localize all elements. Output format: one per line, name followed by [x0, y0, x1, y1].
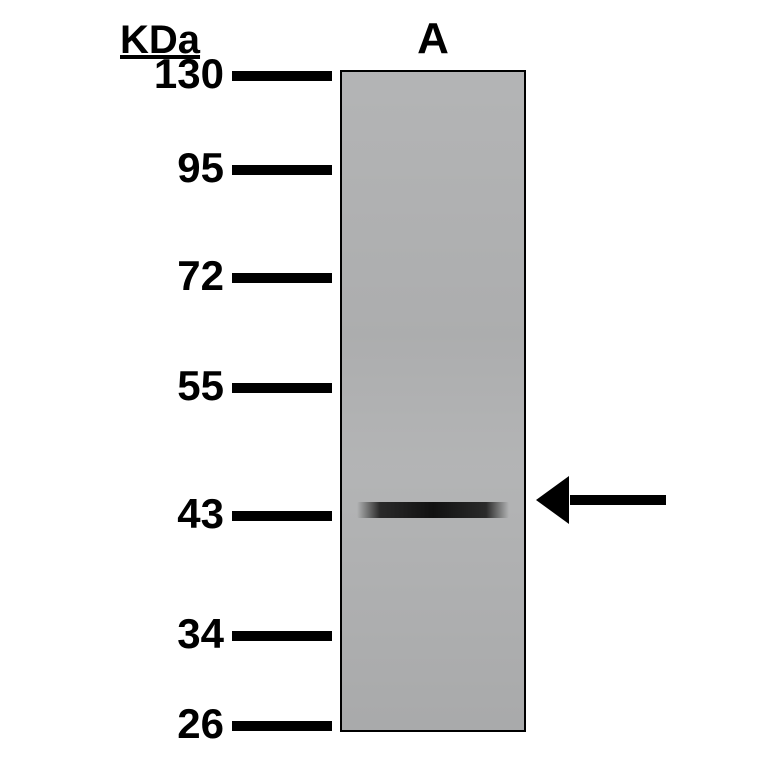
mw-tick — [232, 71, 332, 81]
mw-label: 34 — [104, 610, 224, 658]
mw-label: 95 — [104, 144, 224, 192]
mw-tick — [232, 721, 332, 731]
mw-tick — [232, 511, 332, 521]
mw-tick — [232, 165, 332, 175]
mw-label: 55 — [104, 362, 224, 410]
lane-a-label: A — [400, 14, 466, 64]
western-blot-figure: KDa A 130957255433426 — [0, 0, 764, 764]
arrow-head-icon — [536, 476, 569, 524]
blot-lane-background — [342, 72, 524, 730]
arrow-shaft — [570, 495, 666, 505]
mw-label: 130 — [104, 50, 224, 98]
mw-tick — [232, 383, 332, 393]
blot-lane-frame — [340, 70, 526, 732]
mw-tick — [232, 631, 332, 641]
mw-label: 26 — [104, 700, 224, 748]
mw-tick — [232, 273, 332, 283]
mw-label: 72 — [104, 252, 224, 300]
mw-label: 43 — [104, 490, 224, 538]
